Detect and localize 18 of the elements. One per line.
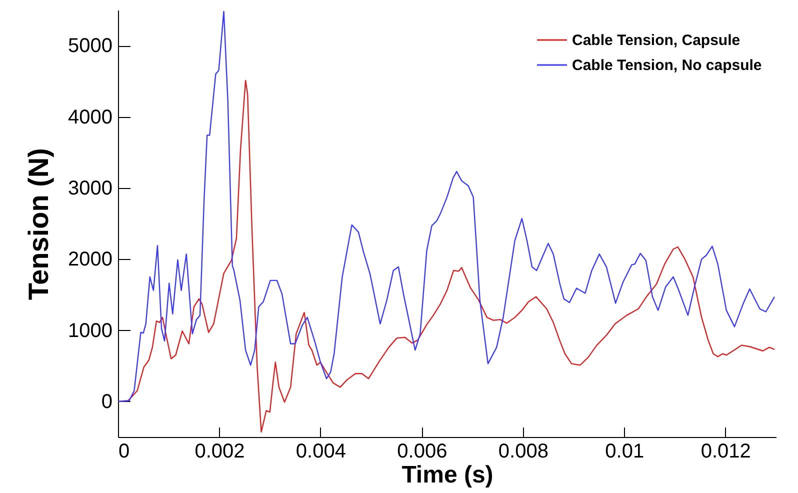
x-tick-label: 0.012 (700, 440, 751, 462)
y-axis-title: Tension (N) (23, 148, 54, 300)
y-tick-label: 3000 (68, 177, 112, 200)
y-tick-label: 0 (101, 390, 112, 413)
x-tick-label: 0.002 (194, 440, 245, 462)
line-series (118, 10, 776, 402)
x-tick-label: 0.004 (296, 440, 346, 462)
x-tick-label: 0.01 (605, 440, 644, 462)
x-tick-label: 0 (118, 440, 130, 462)
y-tick-label: 4000 (68, 106, 112, 128)
y-tick-label: 5000 (68, 35, 112, 58)
y-tick-label: 2000 (68, 248, 112, 271)
y-tick-label: 1000 (68, 320, 112, 342)
legend-label: Cable Tension, Capsule (572, 32, 740, 49)
x-tick-label: 0.006 (397, 440, 448, 462)
legend-label: Cable Tension, No capsule (572, 57, 762, 74)
x-axis-title: Time (s) (402, 462, 494, 488)
x-tick-label: 0.008 (498, 440, 548, 462)
